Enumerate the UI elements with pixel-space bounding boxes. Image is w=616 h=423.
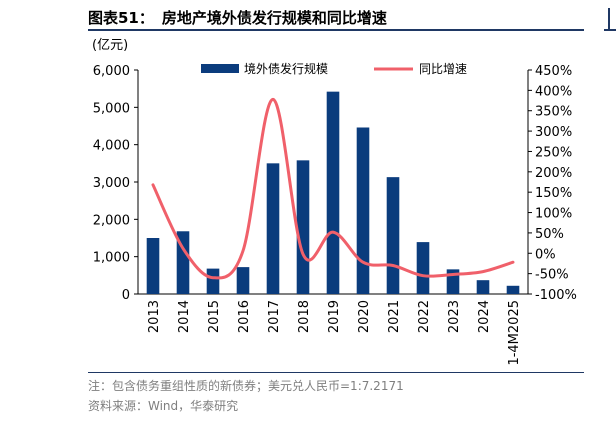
- left-axis-tick-label: 3,000: [93, 176, 130, 191]
- source-note: 资料来源：Wind，华泰研究: [88, 399, 239, 413]
- right-axis: -100% -50% 0% 50% 100% 150% 200% 250% 300% 350% 40…: [527, 64, 577, 303]
- bar: [176, 231, 190, 294]
- growth-line: [151, 97, 515, 280]
- right-axis-tick-label: 200%: [535, 166, 572, 181]
- chart-title-row: 图表51： 房地产境外债发行规模和同比增速: [88, 6, 387, 28]
- x-axis-tick-label: 2021: [387, 300, 402, 333]
- bar: [416, 242, 430, 294]
- x-axis-tick-label: 2016: [237, 300, 252, 333]
- left-axis-tick-label: 5,000: [93, 101, 130, 116]
- bar: [236, 267, 250, 294]
- legend: 境外债发行规模 同比增速: [201, 61, 467, 76]
- right-axis-tick-label: 50%: [535, 227, 564, 242]
- left-axis-unit: (亿元): [92, 38, 128, 53]
- bar: [146, 238, 160, 294]
- x-axis-tick-label: 2022: [417, 300, 432, 333]
- right-axis-tick-label: 450%: [535, 64, 572, 79]
- legend-bar-label: 境外债发行规模: [244, 61, 328, 76]
- footnote: 注：包含债务重组性质的新债券；美元兑人民币=1:7.2171: [88, 379, 404, 393]
- left-axis-tick-label: 4,000: [93, 139, 130, 154]
- left-axis-tick-label: 6,000: [93, 64, 130, 79]
- left-axis-tick-label: 1,000: [93, 251, 130, 266]
- x-axis-tick-label: 2017: [267, 300, 282, 333]
- legend-bar-swatch: [201, 64, 239, 73]
- right-axis-tick-label: 250%: [535, 145, 572, 160]
- bar-series: [146, 91, 520, 294]
- right-axis-tick-label: 100%: [535, 207, 572, 222]
- x-axis-tick-label: 2015: [207, 300, 222, 333]
- bar: [296, 160, 310, 294]
- chart-svg: 0 1,000 2,000 3,000 4,000 5,000 6,000 -100% -50…: [92, 38, 577, 366]
- legend-line-label: 同比增速: [419, 62, 467, 76]
- x-axis-labels: 2013 2014 2015 2016 2017 2018 2019 2020 2021 2022…: [147, 300, 522, 366]
- left-axis-tick-label: 0: [122, 288, 130, 303]
- x-axis-tick-label: 2018: [297, 300, 312, 333]
- right-axis-tick-label: 400%: [535, 84, 572, 99]
- bar: [476, 280, 490, 294]
- x-axis-tick-label: 2013: [147, 300, 162, 333]
- right-axis-tick-label: 0%: [535, 247, 556, 262]
- adjacent-panel-divider: [604, 29, 616, 31]
- right-axis-tick-label: -50%: [535, 268, 569, 283]
- right-axis-tick-label: -100%: [535, 288, 577, 303]
- bar: [266, 163, 280, 294]
- x-axis-tick-label: 1-4M2025: [507, 300, 522, 366]
- left-axis-tick-label: 2,000: [93, 213, 130, 228]
- x-axis-tick-label: 2019: [327, 300, 342, 333]
- right-axis-tick-label: 350%: [535, 105, 572, 120]
- x-axis-tick-label: 2014: [177, 300, 192, 333]
- footer-divider: [88, 372, 584, 373]
- x-axis-tick-label: 2020: [357, 300, 372, 333]
- chart-title: 房地产境外债发行规模和同比增速: [161, 8, 387, 27]
- right-axis-tick-label: 300%: [535, 125, 572, 140]
- bar: [386, 177, 400, 294]
- figure-number: 图表51：: [88, 8, 154, 27]
- bar: [506, 285, 520, 294]
- bar: [356, 127, 370, 294]
- adjacent-panel-edge: [608, 8, 610, 30]
- x-axis-tick-label: 2023: [447, 300, 462, 333]
- title-divider: [88, 29, 584, 31]
- line-series: [151, 97, 515, 280]
- right-axis-tick-label: 150%: [535, 186, 572, 201]
- bar: [326, 91, 340, 294]
- x-axis-tick-label: 2024: [477, 300, 492, 333]
- bar: [206, 268, 220, 294]
